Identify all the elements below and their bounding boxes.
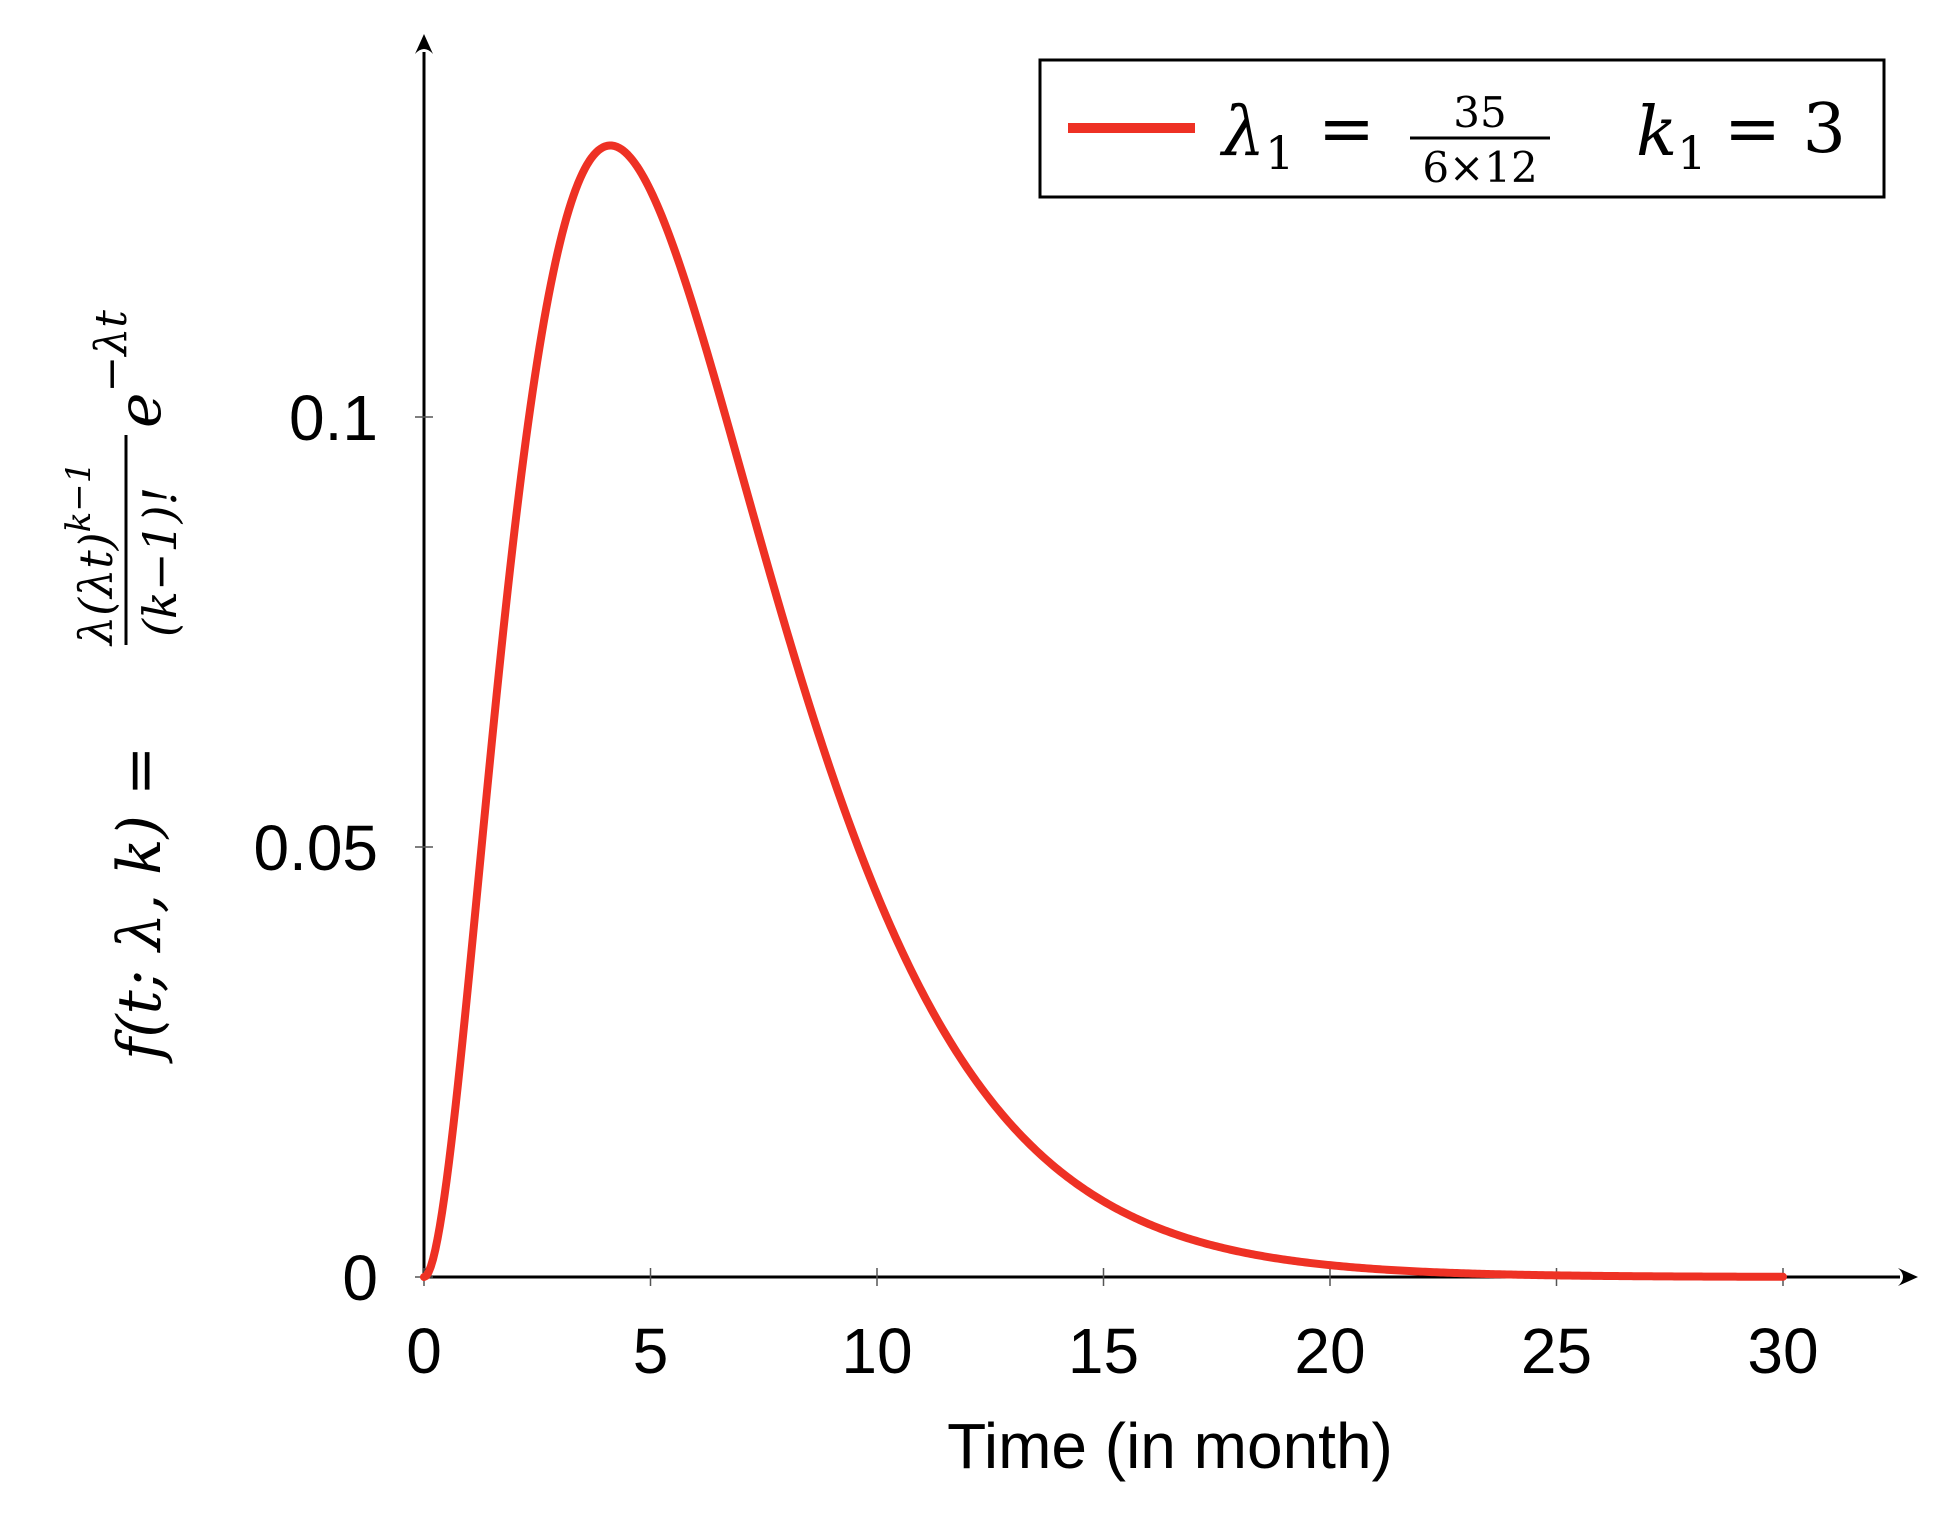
legend-k-value: = 3 <box>1724 90 1846 169</box>
legend: λ1 = 35 6×12 k1 = 3 <box>1038 58 1886 199</box>
ticks: 0 5 10 15 20 25 30 0 0.05 0.1 <box>253 382 1818 1387</box>
legend-lambda: λ1 <box>1219 93 1294 180</box>
y-axis-title: f(t; λ, k) = λ(λt)k−1 (k−1)! e−λt <box>59 310 187 1064</box>
y-axis-title-numerator: λ(λt)k−1 <box>59 462 123 647</box>
x-tick-label: 30 <box>1747 1315 1818 1387</box>
x-tick-label: 25 <box>1521 1315 1592 1387</box>
axes <box>415 34 1918 1286</box>
x-tick-label: 0 <box>406 1315 442 1387</box>
y-tick-label: 0.1 <box>289 382 378 454</box>
axis-labels: Time (in month) f(t; λ, k) = λ(λt)k−1 (k… <box>59 310 1393 1482</box>
legend-fraction-numerator: 35 <box>1453 88 1506 137</box>
x-tick-label: 5 <box>633 1315 669 1387</box>
legend-equals: = <box>1318 90 1375 169</box>
y-axis-title-tail: e−λt <box>86 310 175 428</box>
series-layer <box>420 141 1787 1281</box>
x-axis-title: Time (in month) <box>947 1410 1393 1482</box>
legend-fraction-denominator: 6×12 <box>1422 143 1537 192</box>
x-tick-label: 15 <box>1068 1315 1139 1387</box>
y-axis-title-lhs: f(t; λ, k) = <box>105 746 175 1064</box>
series-line <box>420 141 1787 1281</box>
y-axis-title-denominator: (k−1)! <box>133 487 187 637</box>
y-tick-label: 0 <box>342 1242 378 1314</box>
x-tick-label: 10 <box>841 1315 912 1387</box>
y-tick-label: 0.05 <box>253 812 378 884</box>
legend-k: k1 <box>1636 93 1707 180</box>
y-axis-title-fraction: λ(λt)k−1 (k−1)! <box>59 435 187 647</box>
x-tick-label: 20 <box>1294 1315 1365 1387</box>
